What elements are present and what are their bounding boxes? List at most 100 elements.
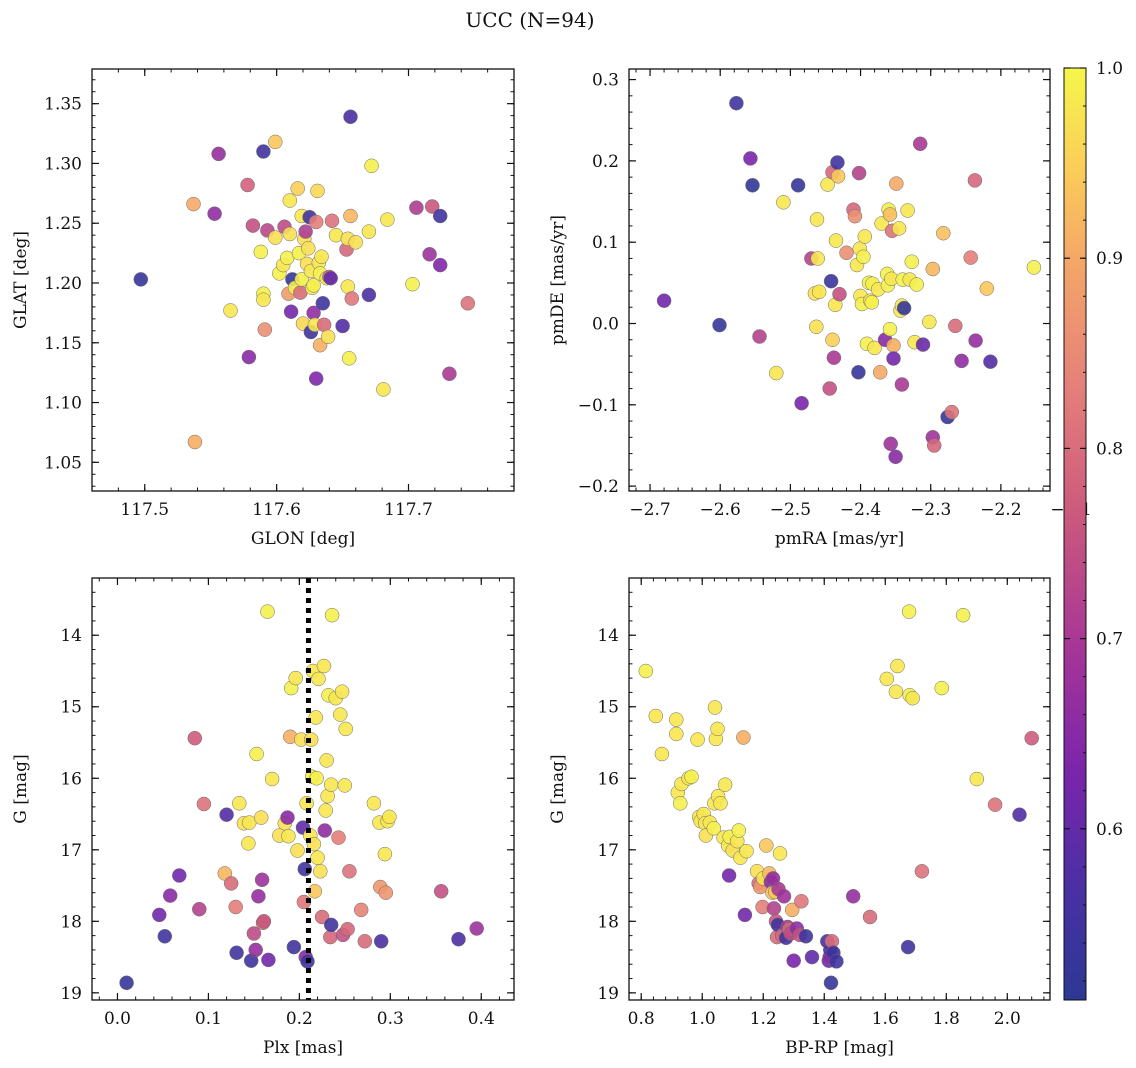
data-point <box>914 864 930 879</box>
data-point <box>314 249 329 264</box>
data-point <box>219 807 234 822</box>
scatter-panel-4: 0.8 1.0 1.2 1.4 1.6 1.8 2.0 14 15 16 17 18 19 BP-RP [… <box>548 577 1051 1058</box>
data-point <box>901 604 917 619</box>
x-tick-label: −2.4 <box>840 500 881 520</box>
data-point <box>934 680 949 696</box>
x-axis-label: GLON [deg] <box>251 529 355 549</box>
data-point <box>759 838 774 853</box>
data-point <box>811 284 827 300</box>
colorbar-tick-label: 0.8 <box>1096 439 1123 459</box>
data-point <box>900 203 915 218</box>
data-point <box>409 200 424 215</box>
data-point <box>261 952 276 968</box>
x-tick-label: 0.1 <box>195 1009 222 1029</box>
data-point <box>187 434 203 450</box>
data-point <box>288 670 303 686</box>
x-tick-label: 117.6 <box>252 500 301 520</box>
data-point <box>405 276 420 292</box>
data-point <box>344 291 360 306</box>
data-point <box>162 888 178 903</box>
data-point <box>228 899 243 915</box>
data-point <box>303 732 319 747</box>
data-point <box>343 109 358 125</box>
data-point <box>313 864 328 879</box>
data-point <box>731 823 747 838</box>
data-point <box>822 381 837 396</box>
scatter-panel-1: 117.5 117.6 117.7 1.05 1.10 1.15 1.20 1.25 1.30 1… <box>11 68 515 549</box>
y-axis-label: GLAT [deg] <box>11 231 31 329</box>
data-point <box>290 181 305 196</box>
x-tick-label: −2.5 <box>770 500 811 520</box>
data-point <box>308 710 323 725</box>
data-point <box>776 889 792 904</box>
colorbar-gradient <box>1063 67 1087 1001</box>
data-point <box>264 771 280 787</box>
colorbar-tick-label: 0.9 <box>1096 249 1123 269</box>
data-point <box>248 942 263 958</box>
data-point <box>432 208 448 224</box>
data-point <box>254 872 270 888</box>
data-point <box>766 901 782 916</box>
data-point <box>373 934 389 949</box>
data-point <box>690 732 705 747</box>
data-point <box>432 257 448 273</box>
data-point <box>743 151 758 166</box>
data-point <box>343 208 358 224</box>
data-point <box>1012 807 1027 822</box>
data-point <box>442 366 457 382</box>
data-point <box>460 296 476 311</box>
data-point <box>157 929 173 944</box>
data-point <box>739 843 754 859</box>
data-point <box>306 278 321 293</box>
data-point <box>246 926 262 941</box>
data-point <box>280 810 295 825</box>
data-point <box>318 803 333 818</box>
data-point <box>422 247 437 262</box>
data-point <box>882 321 898 337</box>
data-point <box>364 158 379 174</box>
data-point <box>341 351 357 366</box>
data-point <box>909 277 924 292</box>
data-point <box>223 876 239 891</box>
data-point <box>968 333 983 348</box>
data-point <box>342 864 357 879</box>
scatter-panel-2: −2.7−2.6−2.5−2.4−2.3−2.2−2.1−0.2−0.10.00… <box>548 68 1092 549</box>
data-point <box>969 771 985 787</box>
data-point <box>282 226 298 242</box>
data-point <box>334 684 350 699</box>
data-point <box>890 658 905 674</box>
x-tick-label: 2.0 <box>994 1009 1021 1029</box>
data-point <box>896 300 912 316</box>
data-point <box>721 868 737 883</box>
data-point <box>249 746 264 762</box>
y-tick-label: 19 <box>60 984 82 1004</box>
y-tick-label: 14 <box>597 626 619 646</box>
data-point <box>240 177 255 193</box>
data-point <box>268 230 283 245</box>
data-point <box>888 684 904 699</box>
data-point <box>348 235 363 250</box>
x-tick-label: 1.6 <box>872 1009 899 1029</box>
data-point <box>790 178 806 193</box>
data-point <box>794 894 809 909</box>
y-tick-label: 16 <box>60 769 82 789</box>
data-point <box>954 353 969 369</box>
data-point <box>654 746 670 762</box>
data-point <box>772 846 788 861</box>
data-point <box>309 771 324 786</box>
data-point <box>1026 260 1042 275</box>
y-tick-label: 18 <box>597 912 619 932</box>
data-point <box>196 796 212 812</box>
data-point <box>847 208 863 224</box>
data-point <box>337 778 353 793</box>
y-tick-label: 1.30 <box>44 154 82 174</box>
data-point <box>776 195 791 210</box>
data-point <box>737 907 753 923</box>
data-point <box>290 843 305 858</box>
data-point <box>886 351 901 366</box>
data-point <box>786 953 801 968</box>
data-point <box>192 901 207 917</box>
data-point <box>955 607 971 623</box>
data-point <box>320 329 336 345</box>
